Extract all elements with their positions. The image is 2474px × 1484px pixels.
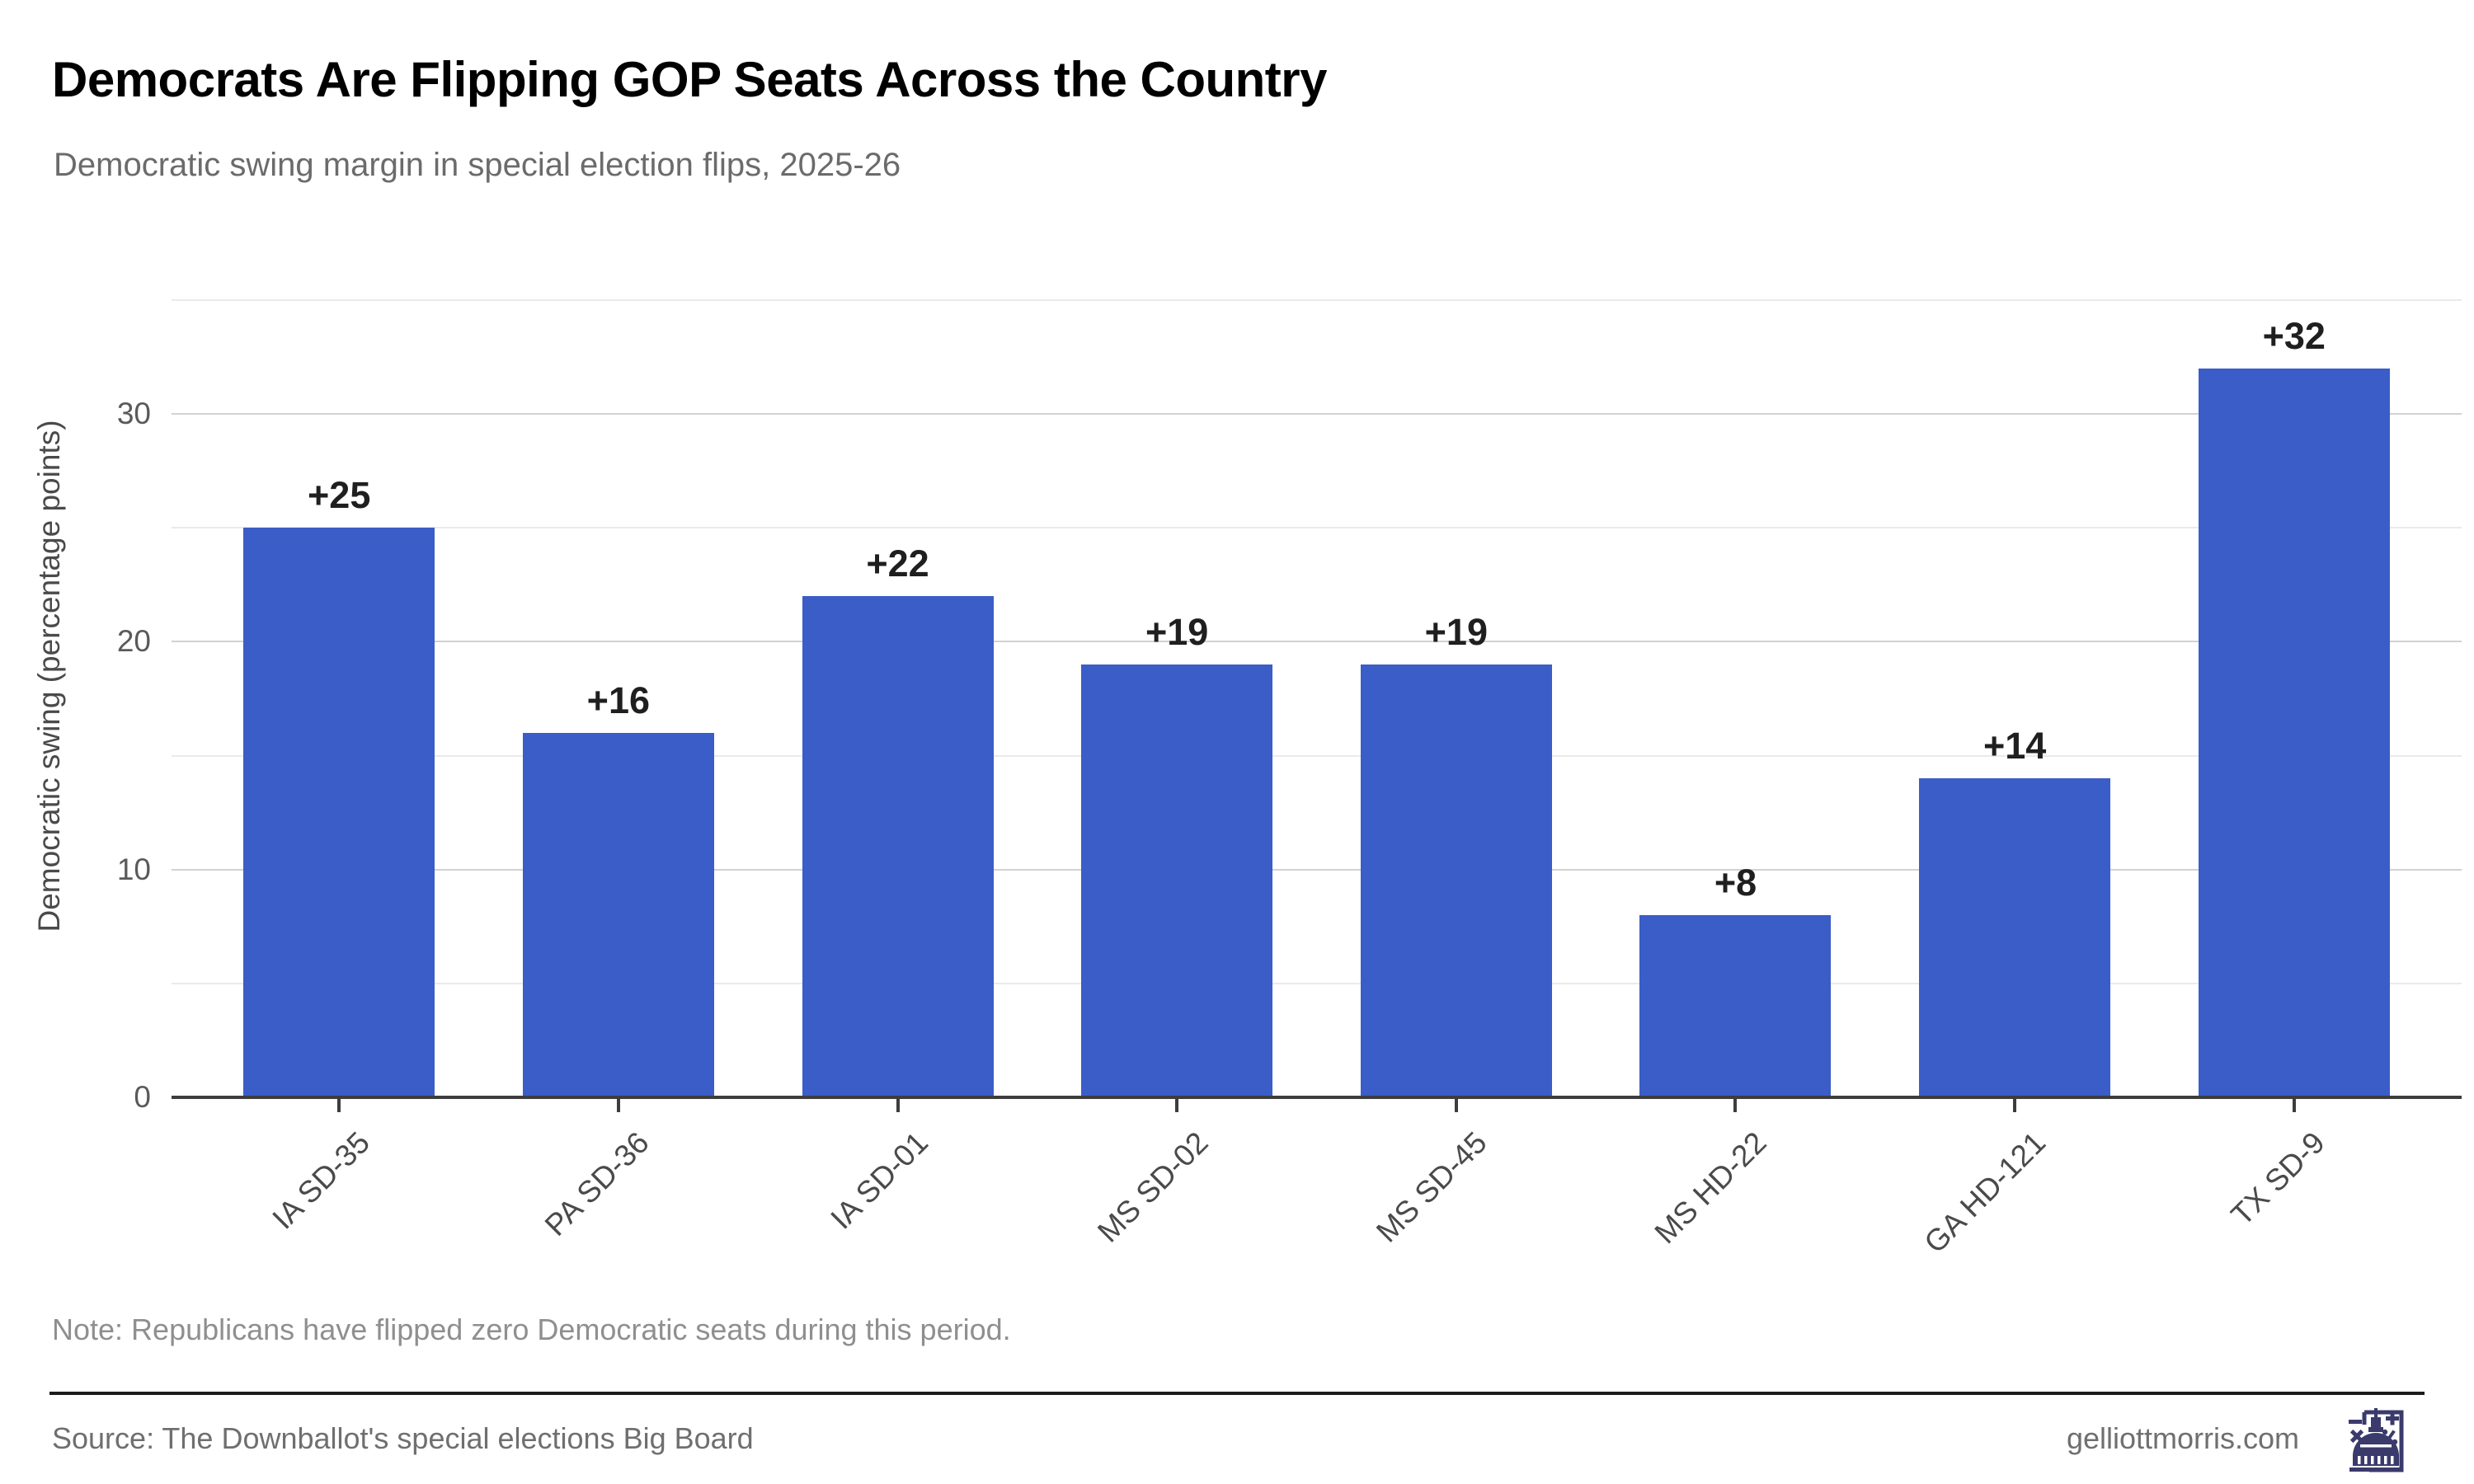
footer-site-url: gelliottmorris.com: [2066, 1421, 2299, 1455]
bar: [1919, 778, 2111, 1097]
major-gridline: [172, 641, 2462, 643]
x-tick-label: MS SD-45: [1370, 1125, 1493, 1249]
minor-gridline: [172, 982, 2462, 984]
y-tick-label: 10: [116, 852, 151, 886]
minor-gridline: [172, 298, 2462, 301]
bar-value-label: +19: [1424, 611, 1488, 654]
major-gridline: [172, 868, 2462, 871]
x-tick-label: IA SD-35: [266, 1125, 377, 1236]
bar-value-label: +14: [1982, 725, 2047, 768]
minor-gridline: [172, 754, 2462, 757]
y-tick-label: 0: [134, 1080, 151, 1114]
minor-gridline: [172, 527, 2462, 529]
x-tick-mark: [616, 1099, 620, 1112]
x-tick-label: GA HD-121: [1917, 1125, 2053, 1260]
bar: [1639, 914, 1832, 1097]
x-tick-label: MS HD-22: [1648, 1125, 1773, 1251]
bar: [1360, 665, 1552, 1097]
bar-value-label: +19: [1145, 611, 1209, 654]
y-tick-label: 20: [116, 624, 151, 659]
bar-value-label: +8: [1714, 861, 1757, 904]
bar-value-label: +22: [866, 542, 929, 585]
x-tick-label: TX SD-9: [2224, 1125, 2331, 1233]
bar-value-label: +25: [308, 474, 371, 517]
x-tick-mark: [2013, 1099, 2017, 1112]
x-tick-mark: [1454, 1099, 1458, 1112]
chart-note: Note: Republicans have flipped zero Demo…: [52, 1313, 1011, 1346]
x-tick-mark: [896, 1099, 900, 1112]
x-tick-mark: [2292, 1099, 2296, 1112]
bar: [2198, 368, 2390, 1097]
bar: [522, 732, 714, 1097]
x-tick-label: PA SD-36: [538, 1125, 656, 1242]
x-tick-label: MS SD-02: [1090, 1125, 1215, 1249]
capitol-math-logo-icon: [2349, 1408, 2404, 1472]
y-tick-label: 30: [116, 397, 151, 431]
x-tick-mark: [337, 1099, 341, 1112]
chart-title: Democrats Are Flipping GOP Seats Across …: [52, 52, 1327, 107]
x-axis-line: [172, 1096, 2462, 1099]
x-tick-label: IA SD-01: [824, 1125, 935, 1236]
bar-value-label: +16: [586, 679, 651, 721]
bar-value-label: +32: [2262, 314, 2326, 357]
x-tick-mark: [1175, 1099, 1179, 1112]
bar: [243, 528, 435, 1097]
footer-divider: [49, 1392, 2425, 1395]
bar: [1081, 665, 1273, 1097]
footer-source-credit: Source: The Downballot's special electio…: [52, 1421, 754, 1455]
major-gridline: [172, 413, 2462, 416]
chart-subtitle: Democratic swing margin in special elect…: [54, 147, 901, 183]
x-tick-mark: [1733, 1099, 1738, 1112]
bar: [802, 596, 994, 1097]
